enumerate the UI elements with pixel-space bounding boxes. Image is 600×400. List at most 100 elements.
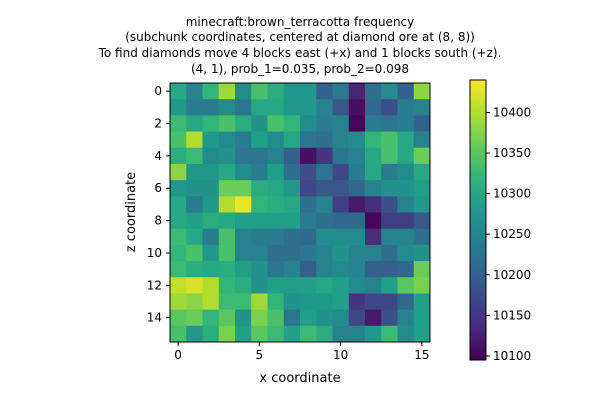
heatmap-cell [316, 309, 333, 327]
colorbar-tick-label: 10350 [493, 146, 531, 160]
heatmap-cell [267, 277, 285, 294]
heatmap-cell [365, 325, 382, 343]
heatmap-cell [348, 131, 366, 149]
heatmap-cell [202, 196, 220, 213]
heatmap-cell [251, 261, 268, 278]
heatmap-cell [186, 131, 203, 149]
heatmap-cell [381, 244, 398, 262]
heatmap-cell [397, 228, 415, 246]
heatmap-cell [186, 228, 203, 246]
heatmap-cell [413, 228, 431, 246]
heatmap-cell [316, 293, 333, 311]
heatmap-cell [300, 261, 317, 278]
heatmap-cell [283, 99, 301, 116]
heatmap-cell [235, 196, 252, 213]
heatmap-cell [283, 228, 301, 246]
heatmap-cell [365, 147, 382, 165]
heatmap-cell [283, 147, 301, 165]
heatmap-cell [170, 163, 187, 181]
heatmap-cell [365, 212, 382, 230]
heatmap-cell [202, 277, 220, 294]
heatmap-cell [235, 309, 252, 327]
heatmap-cell [316, 131, 333, 149]
heatmap-cell [300, 196, 317, 213]
heatmap-cell [316, 196, 333, 213]
heatmap-cell [348, 261, 366, 278]
heatmap-cell [202, 83, 220, 100]
heatmap-cell [397, 163, 415, 181]
heatmap-cell [251, 325, 268, 343]
heatmap-cell [283, 212, 301, 230]
heatmap-cell [235, 325, 252, 343]
heatmap-cell [283, 309, 301, 327]
heatmap-cell [251, 309, 268, 327]
heatmap-cell [397, 309, 415, 327]
heatmap-cell [202, 180, 220, 197]
heatmap-cell [348, 99, 366, 116]
heatmap-cell [332, 277, 350, 294]
heatmap-cell [235, 163, 252, 181]
heatmap-cell [267, 244, 285, 262]
heatmap-cell [413, 212, 431, 230]
heatmap-cell [397, 325, 415, 343]
heatmap-cell [300, 244, 317, 262]
heatmap-cell [283, 163, 301, 181]
heatmap-cell [300, 131, 317, 149]
heatmap-cell [397, 261, 415, 278]
heatmap-cell [235, 293, 252, 311]
heatmap-cell [316, 325, 333, 343]
heatmap-cell [413, 261, 431, 278]
heatmap-cell [267, 196, 285, 213]
heatmap-cell [251, 212, 268, 230]
heatmap-cell [316, 244, 333, 262]
heatmap-cell [202, 115, 220, 133]
heatmap-cell [332, 83, 350, 100]
heatmap-cell [218, 244, 236, 262]
heatmap-cell [381, 196, 398, 213]
heatmap-cell [267, 180, 285, 197]
heatmap-cell [251, 293, 268, 311]
heatmap-cell [283, 196, 301, 213]
heatmap-cell [170, 261, 187, 278]
heatmap-cell [316, 115, 333, 133]
heatmap-cell [316, 277, 333, 294]
heatmap-cell [251, 228, 268, 246]
heatmap-cell [267, 147, 285, 165]
heatmap-cell [251, 99, 268, 116]
y-tick-label: 0 [154, 84, 162, 98]
heatmap-cell [186, 325, 203, 343]
heatmap-cell [170, 115, 187, 133]
heatmap-cell [413, 325, 431, 343]
y-tick-label: 14 [147, 311, 162, 325]
heatmap-cell [218, 115, 236, 133]
heatmap-cell [170, 147, 187, 165]
heatmap-cell [300, 277, 317, 294]
heatmap-cell [397, 99, 415, 116]
heatmap-cell [413, 115, 431, 133]
colorbar-ticks: 10100 10150 10200 10250 10300 10350 10400 [486, 105, 531, 363]
heatmap-cell [381, 99, 398, 116]
heatmap-cell [332, 212, 350, 230]
heatmap-cell [202, 212, 220, 230]
heatmap-cell [202, 163, 220, 181]
heatmap-cell [348, 277, 366, 294]
heatmap-cell [348, 325, 366, 343]
heatmap-cell [316, 163, 333, 181]
heatmap-cell [267, 293, 285, 311]
heatmap-cell [316, 261, 333, 278]
heatmap-cell [332, 115, 350, 133]
heatmap-cell [300, 147, 317, 165]
heatmap-cell [235, 83, 252, 100]
heatmap-cell [413, 277, 431, 294]
heatmap-cell [332, 293, 350, 311]
colorbar-tick-label: 10150 [493, 308, 531, 322]
heatmap-cell [381, 115, 398, 133]
heatmap-cell [332, 180, 350, 197]
heatmap-cell [186, 293, 203, 311]
heatmap-cell [365, 83, 382, 100]
heatmap-cell [365, 309, 382, 327]
heatmap-cell [267, 99, 285, 116]
heatmap-cell [348, 293, 366, 311]
heatmap-cell [365, 228, 382, 246]
heatmap-cell [348, 309, 366, 327]
